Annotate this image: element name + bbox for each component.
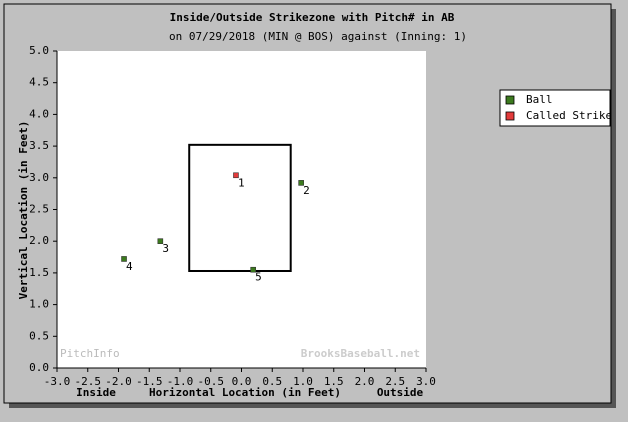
x-tick-label: -2.0 — [105, 375, 132, 388]
x-tick-label: 2.0 — [355, 375, 375, 388]
x-tick-label: 2.5 — [385, 375, 405, 388]
x-tick-label: -0.5 — [198, 375, 225, 388]
watermark: PitchInfo — [60, 347, 120, 360]
x-tick-label: -2.5 — [75, 375, 102, 388]
pitch-marker — [250, 266, 256, 273]
pitch-marker — [298, 180, 304, 186]
x-tick-label: 3.0 — [416, 375, 436, 388]
x-tick-label: 1.5 — [324, 375, 344, 388]
chart-subtitle: on 07/29/2018 (MIN @ BOS) against (Innin… — [169, 30, 467, 43]
pitch-number: 5 — [255, 271, 262, 284]
y-tick-label: 1.5 — [29, 266, 49, 279]
x-side-label: Inside — [76, 386, 116, 399]
y-tick-label: 4.5 — [29, 76, 49, 89]
pitch-number: 1 — [238, 176, 245, 189]
pitch-marker — [121, 256, 127, 262]
y-tick-label: 2.5 — [29, 203, 49, 216]
legend-label: Ball — [526, 93, 553, 106]
y-axis-label: Vertical Location (in Feet) — [17, 121, 30, 300]
y-tick-label: 2.0 — [29, 234, 49, 247]
x-tick-label: -1.0 — [167, 375, 194, 388]
pitch-number: 2 — [303, 184, 310, 197]
x-axis-label: Horizontal Location (in Feet) — [149, 386, 341, 399]
watermark: BrooksBaseball.net — [301, 347, 420, 360]
x-tick-label: -3.0 — [44, 375, 71, 388]
pitch-marker — [233, 172, 239, 179]
legend-swatch — [505, 111, 515, 121]
legend — [499, 89, 611, 127]
x-tick-label: -1.5 — [136, 375, 163, 388]
chart-title: Inside/Outside Strikezone with Pitch# in… — [170, 11, 455, 24]
legend-label: Called Strike — [526, 109, 612, 122]
y-tick-label: 3.5 — [29, 139, 49, 152]
strike-zone — [188, 143, 292, 272]
x-tick-label: 0.5 — [262, 375, 282, 388]
y-tick-label: 0.5 — [29, 329, 49, 342]
x-side-label: Outside — [377, 386, 424, 399]
x-tick-label: 1.0 — [293, 375, 313, 388]
pitch-marker — [157, 238, 164, 244]
y-tick-label: 0.0 — [29, 361, 49, 374]
x-tick-label: 0.0 — [232, 375, 252, 388]
y-tick-label: 5.0 — [29, 44, 49, 57]
plot-area — [57, 51, 426, 368]
pitch-number: 4 — [126, 260, 133, 273]
y-tick-label: 3.0 — [29, 171, 49, 184]
y-tick-label: 4.0 — [29, 107, 49, 120]
legend-swatch — [505, 95, 515, 105]
pitch-number: 3 — [162, 242, 169, 255]
y-tick-label: 1.0 — [29, 298, 49, 311]
